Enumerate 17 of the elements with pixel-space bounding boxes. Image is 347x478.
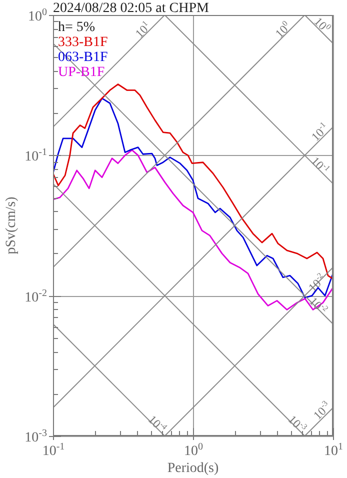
x-axis-title: Period(s)	[167, 461, 219, 476]
annotation: 100	[272, 18, 291, 41]
annotation: 10-4	[145, 412, 170, 432]
annotation: 10-2	[305, 270, 324, 295]
annotation: 10-2	[306, 294, 330, 314]
annotation: 10-1	[308, 154, 332, 173]
text: 333-B1F	[58, 35, 108, 50]
text: UP-B1F	[58, 65, 105, 80]
chart-title: 2024/08/28 02:05 at CHPM	[53, 1, 210, 16]
annotation: 10-1	[308, 120, 328, 144]
annotation: 101	[132, 18, 151, 41]
annotation: h= 5%	[58, 20, 96, 35]
annotation: 100	[311, 14, 334, 33]
y-axis-title: pSv(cm/s)	[4, 196, 19, 254]
text: 063-B1F	[58, 50, 108, 65]
annotation: 10-3	[285, 412, 310, 432]
annotation: 10-3	[310, 398, 330, 422]
